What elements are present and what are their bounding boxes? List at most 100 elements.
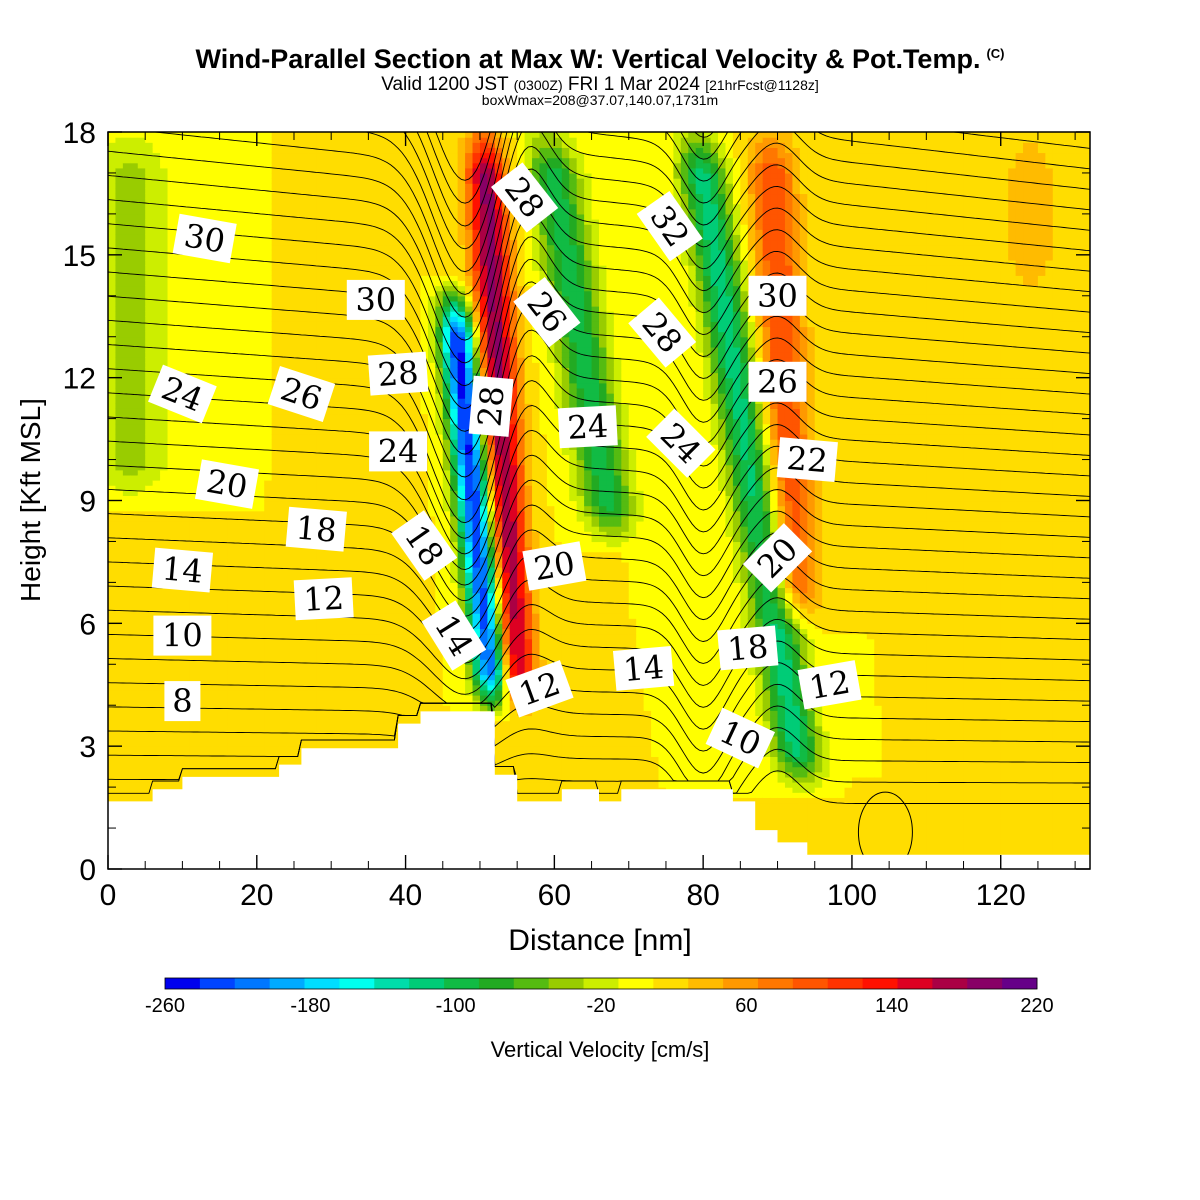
velocity-cell (286, 638, 295, 645)
velocity-cell (256, 362, 265, 369)
velocity-cell (227, 346, 236, 353)
velocity-cell (316, 203, 325, 210)
velocity-cell (308, 198, 317, 205)
velocity-cell (301, 167, 310, 174)
velocity-cell (241, 398, 250, 404)
velocity-cell (271, 295, 280, 302)
velocity-cell (256, 633, 265, 640)
velocity-cell (308, 654, 317, 660)
velocity-cell (182, 602, 191, 609)
velocity-cell (189, 367, 198, 374)
velocity-cell (346, 254, 355, 261)
velocity-cell (212, 689, 221, 696)
velocity-cell (115, 633, 124, 640)
velocity-cell (174, 654, 183, 660)
velocity-cell (160, 311, 169, 317)
velocity-cell (241, 684, 250, 691)
velocity-cell (219, 382, 228, 389)
velocity-cell (234, 300, 243, 307)
velocity-cell (108, 700, 117, 706)
velocity-cell (137, 198, 146, 205)
velocity-cell (360, 500, 369, 507)
velocity-cell (353, 628, 362, 635)
velocity-cell (353, 249, 362, 256)
velocity-cell (286, 423, 295, 430)
velocity-cell (241, 377, 250, 384)
velocity-cell (219, 280, 228, 287)
velocity-cell (316, 295, 325, 302)
velocity-cell (115, 694, 124, 701)
velocity-cell (301, 705, 310, 711)
velocity-cell (227, 720, 236, 727)
velocity-cell (301, 454, 310, 461)
velocity-cell (189, 316, 198, 322)
velocity-cell (234, 316, 243, 322)
velocity-cell (219, 147, 228, 154)
velocity-cell (249, 398, 258, 404)
velocity-cell (227, 311, 236, 317)
velocity-cell (108, 515, 117, 522)
velocity-cell (174, 300, 183, 307)
velocity-cell (360, 541, 369, 548)
velocity-cell (174, 254, 183, 261)
velocity-cell (227, 167, 236, 174)
velocity-cell (308, 454, 317, 461)
velocity-cell (108, 357, 117, 363)
velocity-cell (145, 669, 154, 676)
velocity-cell (301, 132, 310, 138)
velocity-cell (167, 536, 176, 543)
velocity-cell (271, 648, 280, 655)
velocity-cell (115, 454, 124, 461)
velocity-cell (189, 746, 198, 752)
velocity-cell (145, 684, 154, 691)
velocity-cell (249, 500, 258, 507)
velocity-cell (323, 249, 332, 256)
velocity-cell (108, 362, 117, 369)
velocity-cell (160, 495, 169, 502)
velocity-cell (241, 531, 250, 537)
velocity-cell (256, 377, 265, 384)
velocity-cell (308, 193, 317, 200)
velocity-cell (204, 295, 213, 302)
velocity-cell (227, 387, 236, 394)
velocity-cell (108, 689, 117, 696)
velocity-cell (353, 403, 362, 409)
velocity-cell (286, 480, 295, 486)
velocity-cell (360, 741, 369, 747)
velocity-cell (338, 270, 347, 276)
velocity-cell (346, 725, 355, 732)
velocity-cell (323, 183, 332, 189)
velocity-cell (264, 464, 273, 471)
velocity-cell (108, 208, 117, 215)
velocity-cell (130, 751, 139, 757)
velocity-cell (279, 694, 288, 701)
velocity-cell (108, 300, 117, 307)
velocity-cell (204, 751, 213, 757)
velocity-cell (271, 746, 280, 752)
velocity-cell (160, 654, 169, 660)
velocity-cell (115, 444, 124, 450)
velocity-cell (308, 618, 317, 624)
velocity-cell (249, 756, 258, 763)
velocity-cell (122, 403, 131, 409)
velocity-cell (316, 449, 325, 456)
velocity-cell (338, 623, 347, 630)
velocity-cell (249, 316, 258, 322)
velocity-cell (286, 602, 295, 609)
velocity-cell (264, 771, 273, 778)
velocity-cell (301, 341, 310, 348)
velocity-cell (271, 172, 280, 179)
velocity-cell (219, 203, 228, 210)
velocity-cell (286, 654, 295, 660)
velocity-cell (316, 469, 325, 476)
velocity-cell (338, 715, 347, 722)
velocity-cell (353, 234, 362, 241)
velocity-cell (167, 464, 176, 471)
velocity-cell (227, 295, 236, 302)
velocity-cell (256, 546, 265, 553)
velocity-cell (256, 480, 265, 486)
velocity-cell (197, 213, 206, 220)
velocity-cell (204, 520, 213, 527)
velocity-cell (145, 336, 154, 343)
velocity-cell (279, 556, 288, 563)
